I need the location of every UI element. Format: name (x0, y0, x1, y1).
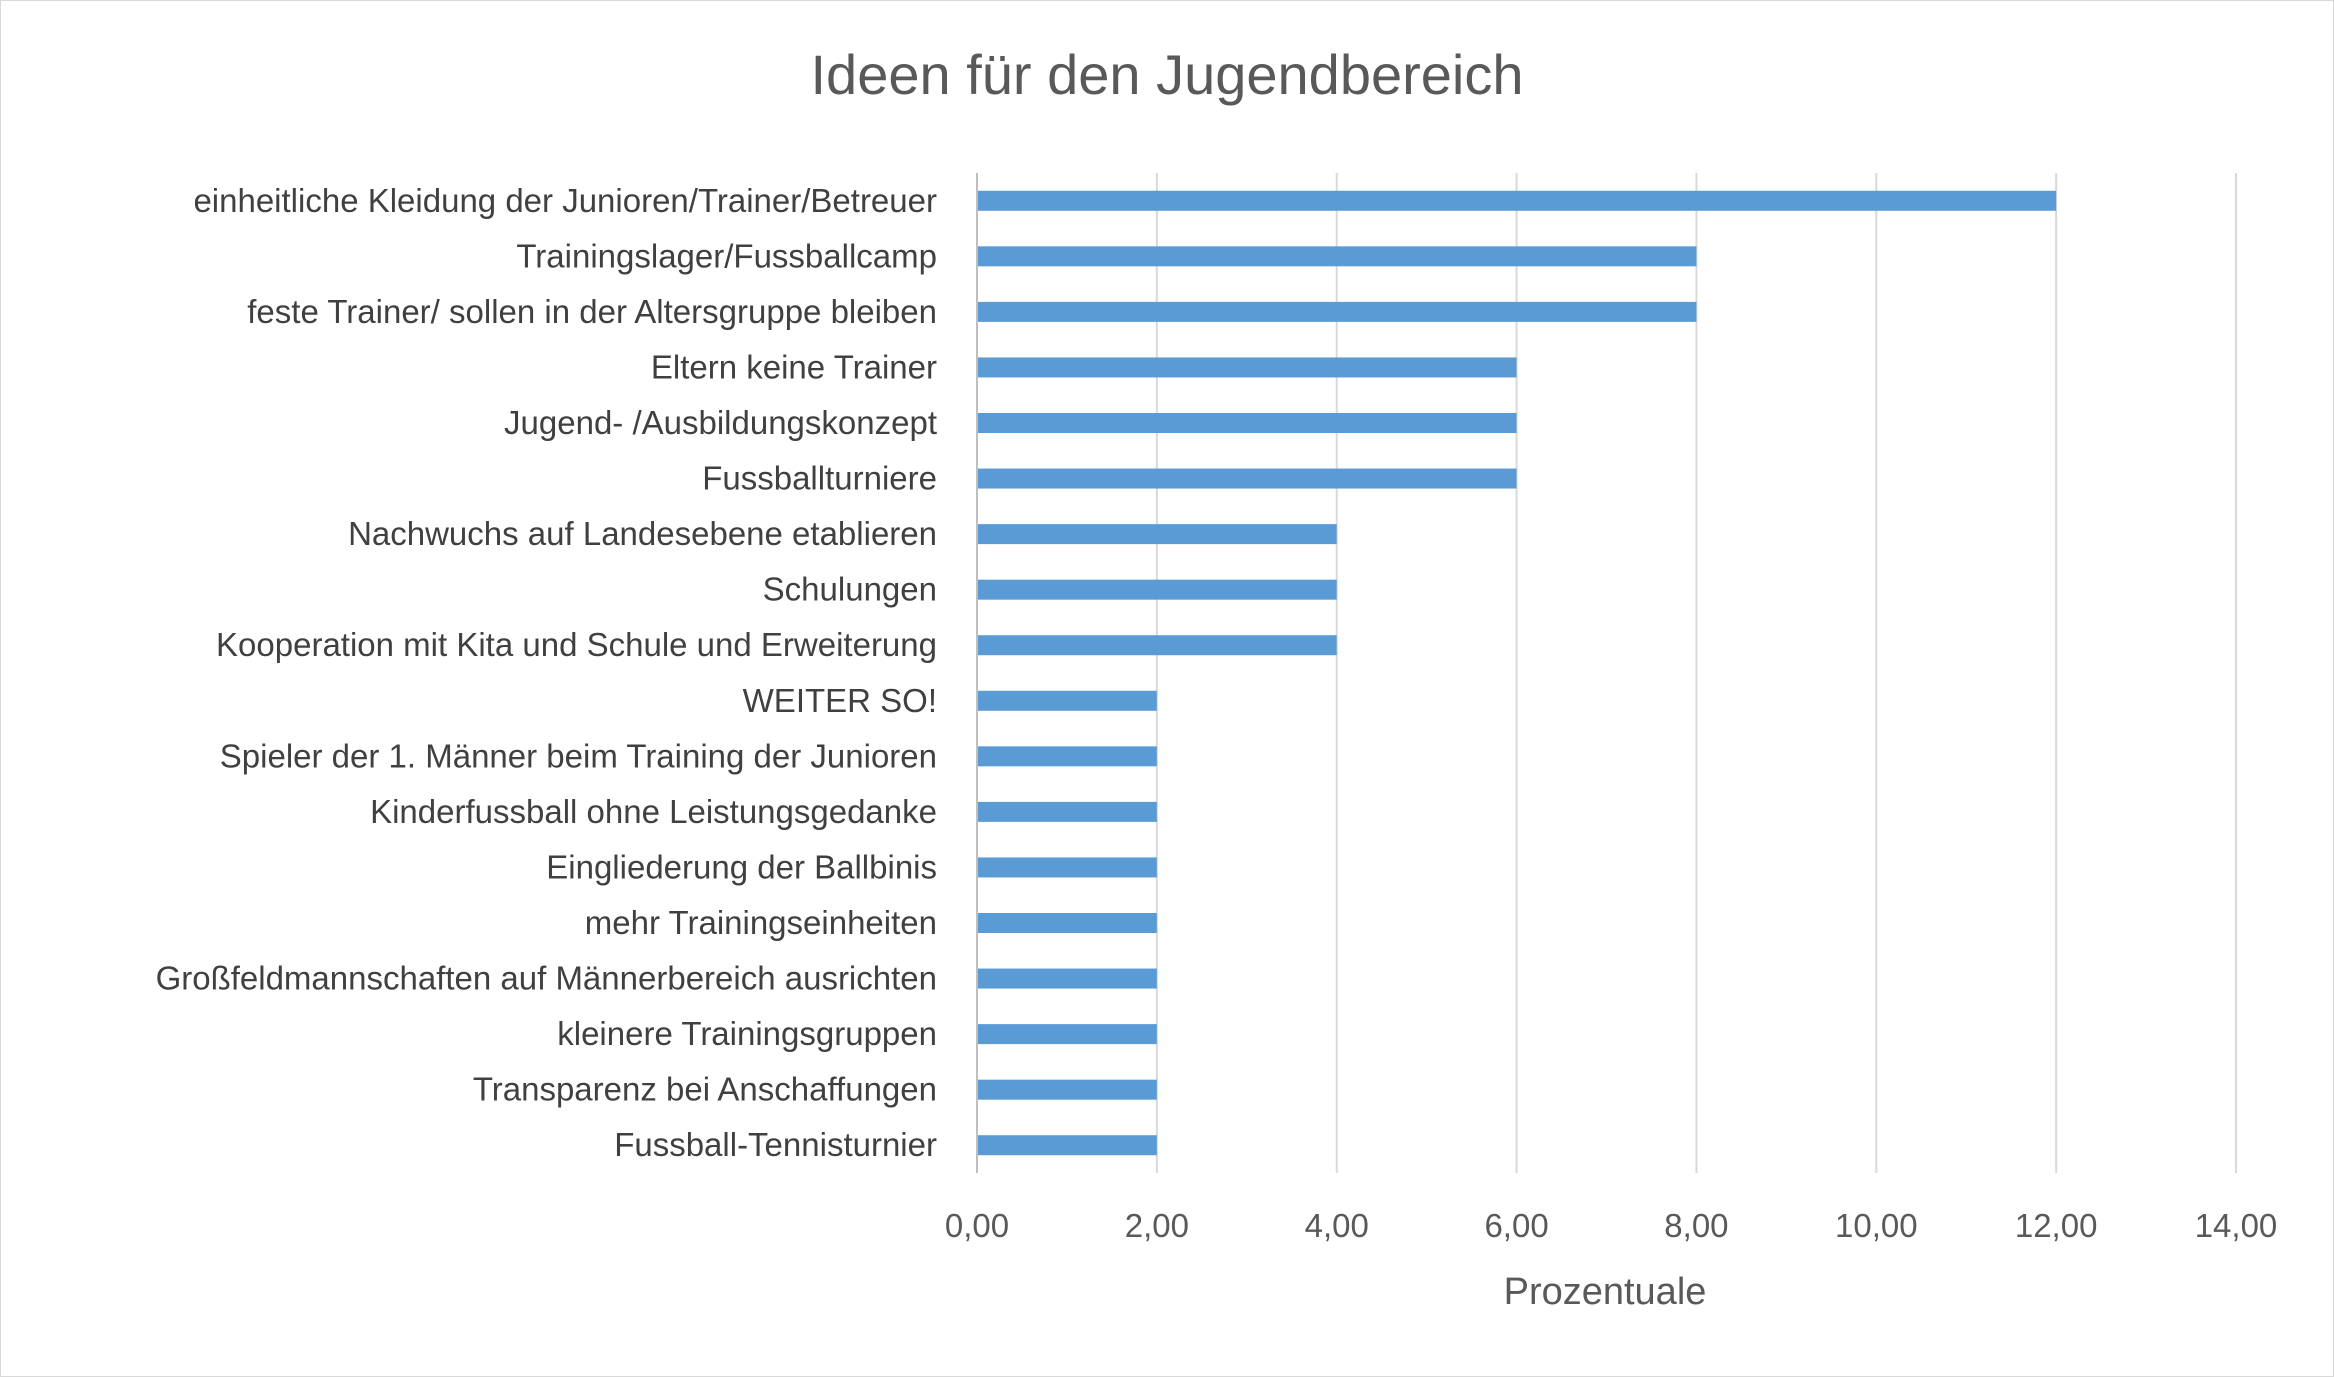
x-tick-label: 8,00 (1664, 1207, 1728, 1244)
bar (978, 579, 1337, 600)
category-label: Spieler der 1. Männer beim Training der … (220, 737, 937, 774)
bar (978, 246, 1697, 267)
category-label: Eingliederung der Ballbinis (546, 848, 937, 885)
category-label: einheitliche Kleidung der Junioren/Train… (193, 182, 937, 219)
category-label: Fussball-Tennisturnier (614, 1126, 937, 1163)
category-label: Jugend- /Ausbildungskonzept (504, 404, 937, 441)
category-label: Schulungen (763, 571, 937, 608)
chart-title: Ideen für den Jugendbereich (811, 43, 1524, 106)
category-label: Kooperation mit Kita und Schule und Erwe… (216, 626, 937, 663)
gridlines (976, 173, 2237, 1173)
x-tick-label: 12,00 (2015, 1207, 2098, 1244)
bar (978, 801, 1157, 822)
bars (978, 190, 2057, 1156)
bar (978, 524, 1337, 545)
bar (978, 357, 1517, 378)
category-labels: einheitliche Kleidung der Junioren/Train… (156, 182, 937, 1163)
bar (978, 1079, 1157, 1100)
bar (978, 413, 1517, 433)
bar (978, 1024, 1157, 1045)
bar (978, 190, 2057, 211)
category-label: Kinderfussball ohne Leistungsgedanke (370, 793, 937, 830)
x-tick-label: 14,00 (2195, 1207, 2278, 1244)
category-label: feste Trainer/ sollen in der Altersgrupp… (247, 293, 937, 330)
category-label: mehr Trainingseinheiten (585, 904, 937, 941)
x-tick-label: 0,00 (945, 1207, 1009, 1244)
category-label: WEITER SO! (743, 682, 937, 719)
x-tick-label: 2,00 (1125, 1207, 1189, 1244)
x-tick-label: 10,00 (1835, 1207, 1918, 1244)
category-label: kleinere Trainingsgruppen (557, 1015, 937, 1052)
x-axis-title: Prozentuale (1504, 1271, 1707, 1313)
category-label: Transparenz bei Anschaffungen (473, 1071, 937, 1108)
x-tick-labels: 0,00 2,00 4,00 6,00 8,00 10,00 12,00 14,00 (945, 1207, 2277, 1244)
category-label: Nachwuchs auf Landesebene etablieren (348, 515, 937, 552)
x-tick-label: 4,00 (1305, 1207, 1369, 1244)
bar (978, 635, 1337, 656)
bar (978, 301, 1697, 322)
bar (978, 690, 1157, 711)
category-label: Trainingslager/Fussballcamp (516, 237, 937, 274)
bar (978, 468, 1517, 489)
bar (978, 1135, 1157, 1156)
category-label: Großfeldmannschaften auf Männerbereich a… (156, 960, 937, 997)
category-label: Fussballturniere (702, 460, 937, 497)
bar (978, 968, 1157, 989)
bar (978, 857, 1157, 878)
bar (978, 913, 1157, 933)
category-label: Eltern keine Trainer (651, 348, 937, 385)
bar (978, 746, 1157, 767)
x-tick-label: 6,00 (1484, 1207, 1548, 1244)
